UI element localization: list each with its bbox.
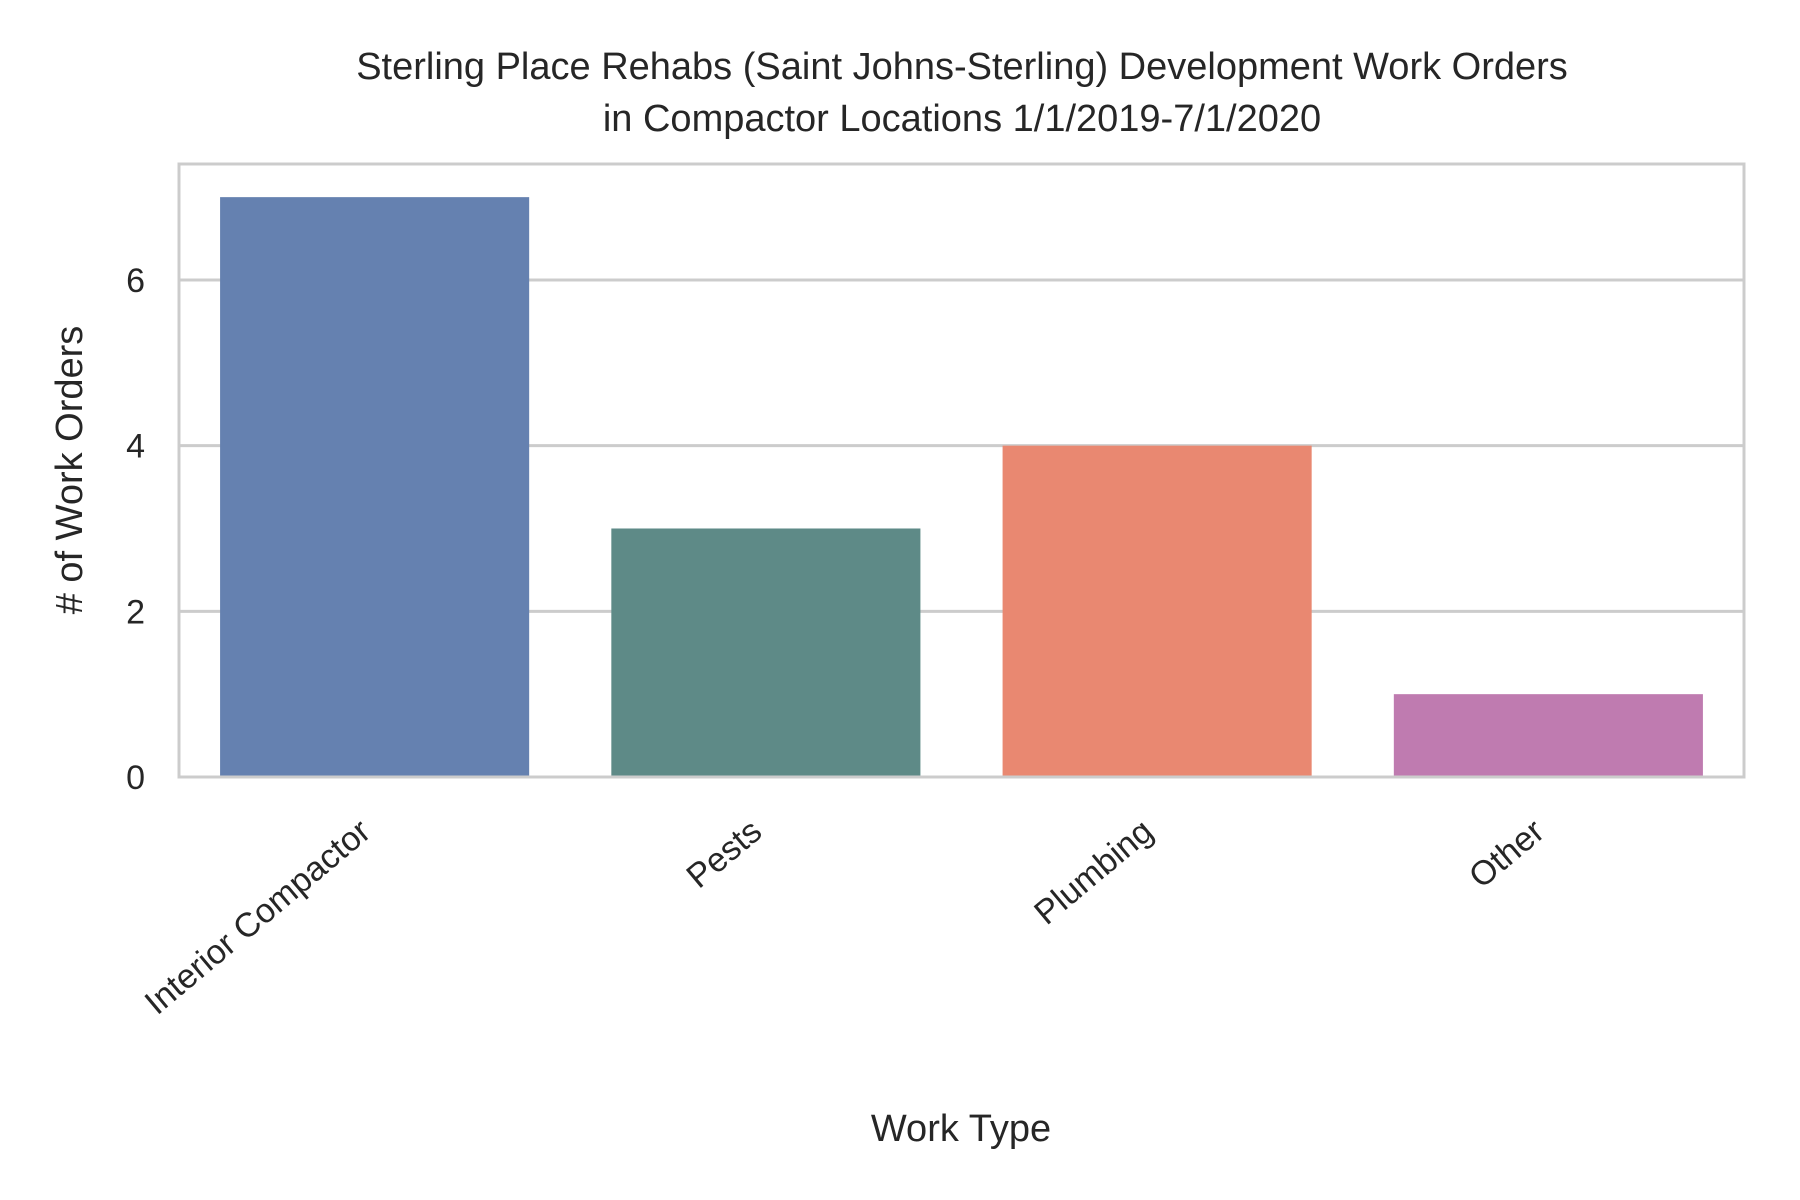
chart-title-line-2: in Compactor Locations 1/1/2019-7/1/2020 [603, 98, 1321, 140]
bars [220, 197, 1703, 777]
y-axis-label: # of Work Orders [49, 326, 91, 615]
bar-pests [611, 528, 921, 777]
x-tick-label: Plumbing [1027, 812, 1160, 932]
bar-other [1393, 694, 1703, 777]
plot-frame [177, 162, 1746, 779]
y-tick-label: 6 [126, 262, 145, 300]
x-tick-label: Interior Compactor [138, 812, 378, 1022]
y-tick-label: 0 [126, 759, 145, 797]
y-tick-label: 2 [126, 593, 145, 631]
x-tick-labels: Interior Compactor Pests Plumbing Other [138, 812, 1552, 1022]
y-tick-label: 4 [126, 428, 145, 466]
bar-plumbing [1002, 445, 1312, 777]
chart-title-line-1: Sterling Place Rehabs (Saint Johns-Sterl… [356, 46, 1568, 88]
y-tick-labels: 0 2 4 6 [126, 262, 145, 797]
x-tick-label: Pests [679, 812, 769, 896]
x-tick-label: Other [1462, 812, 1552, 896]
x-axis-label: Work Type [871, 1108, 1051, 1150]
bar-interior-compactor [220, 197, 530, 777]
